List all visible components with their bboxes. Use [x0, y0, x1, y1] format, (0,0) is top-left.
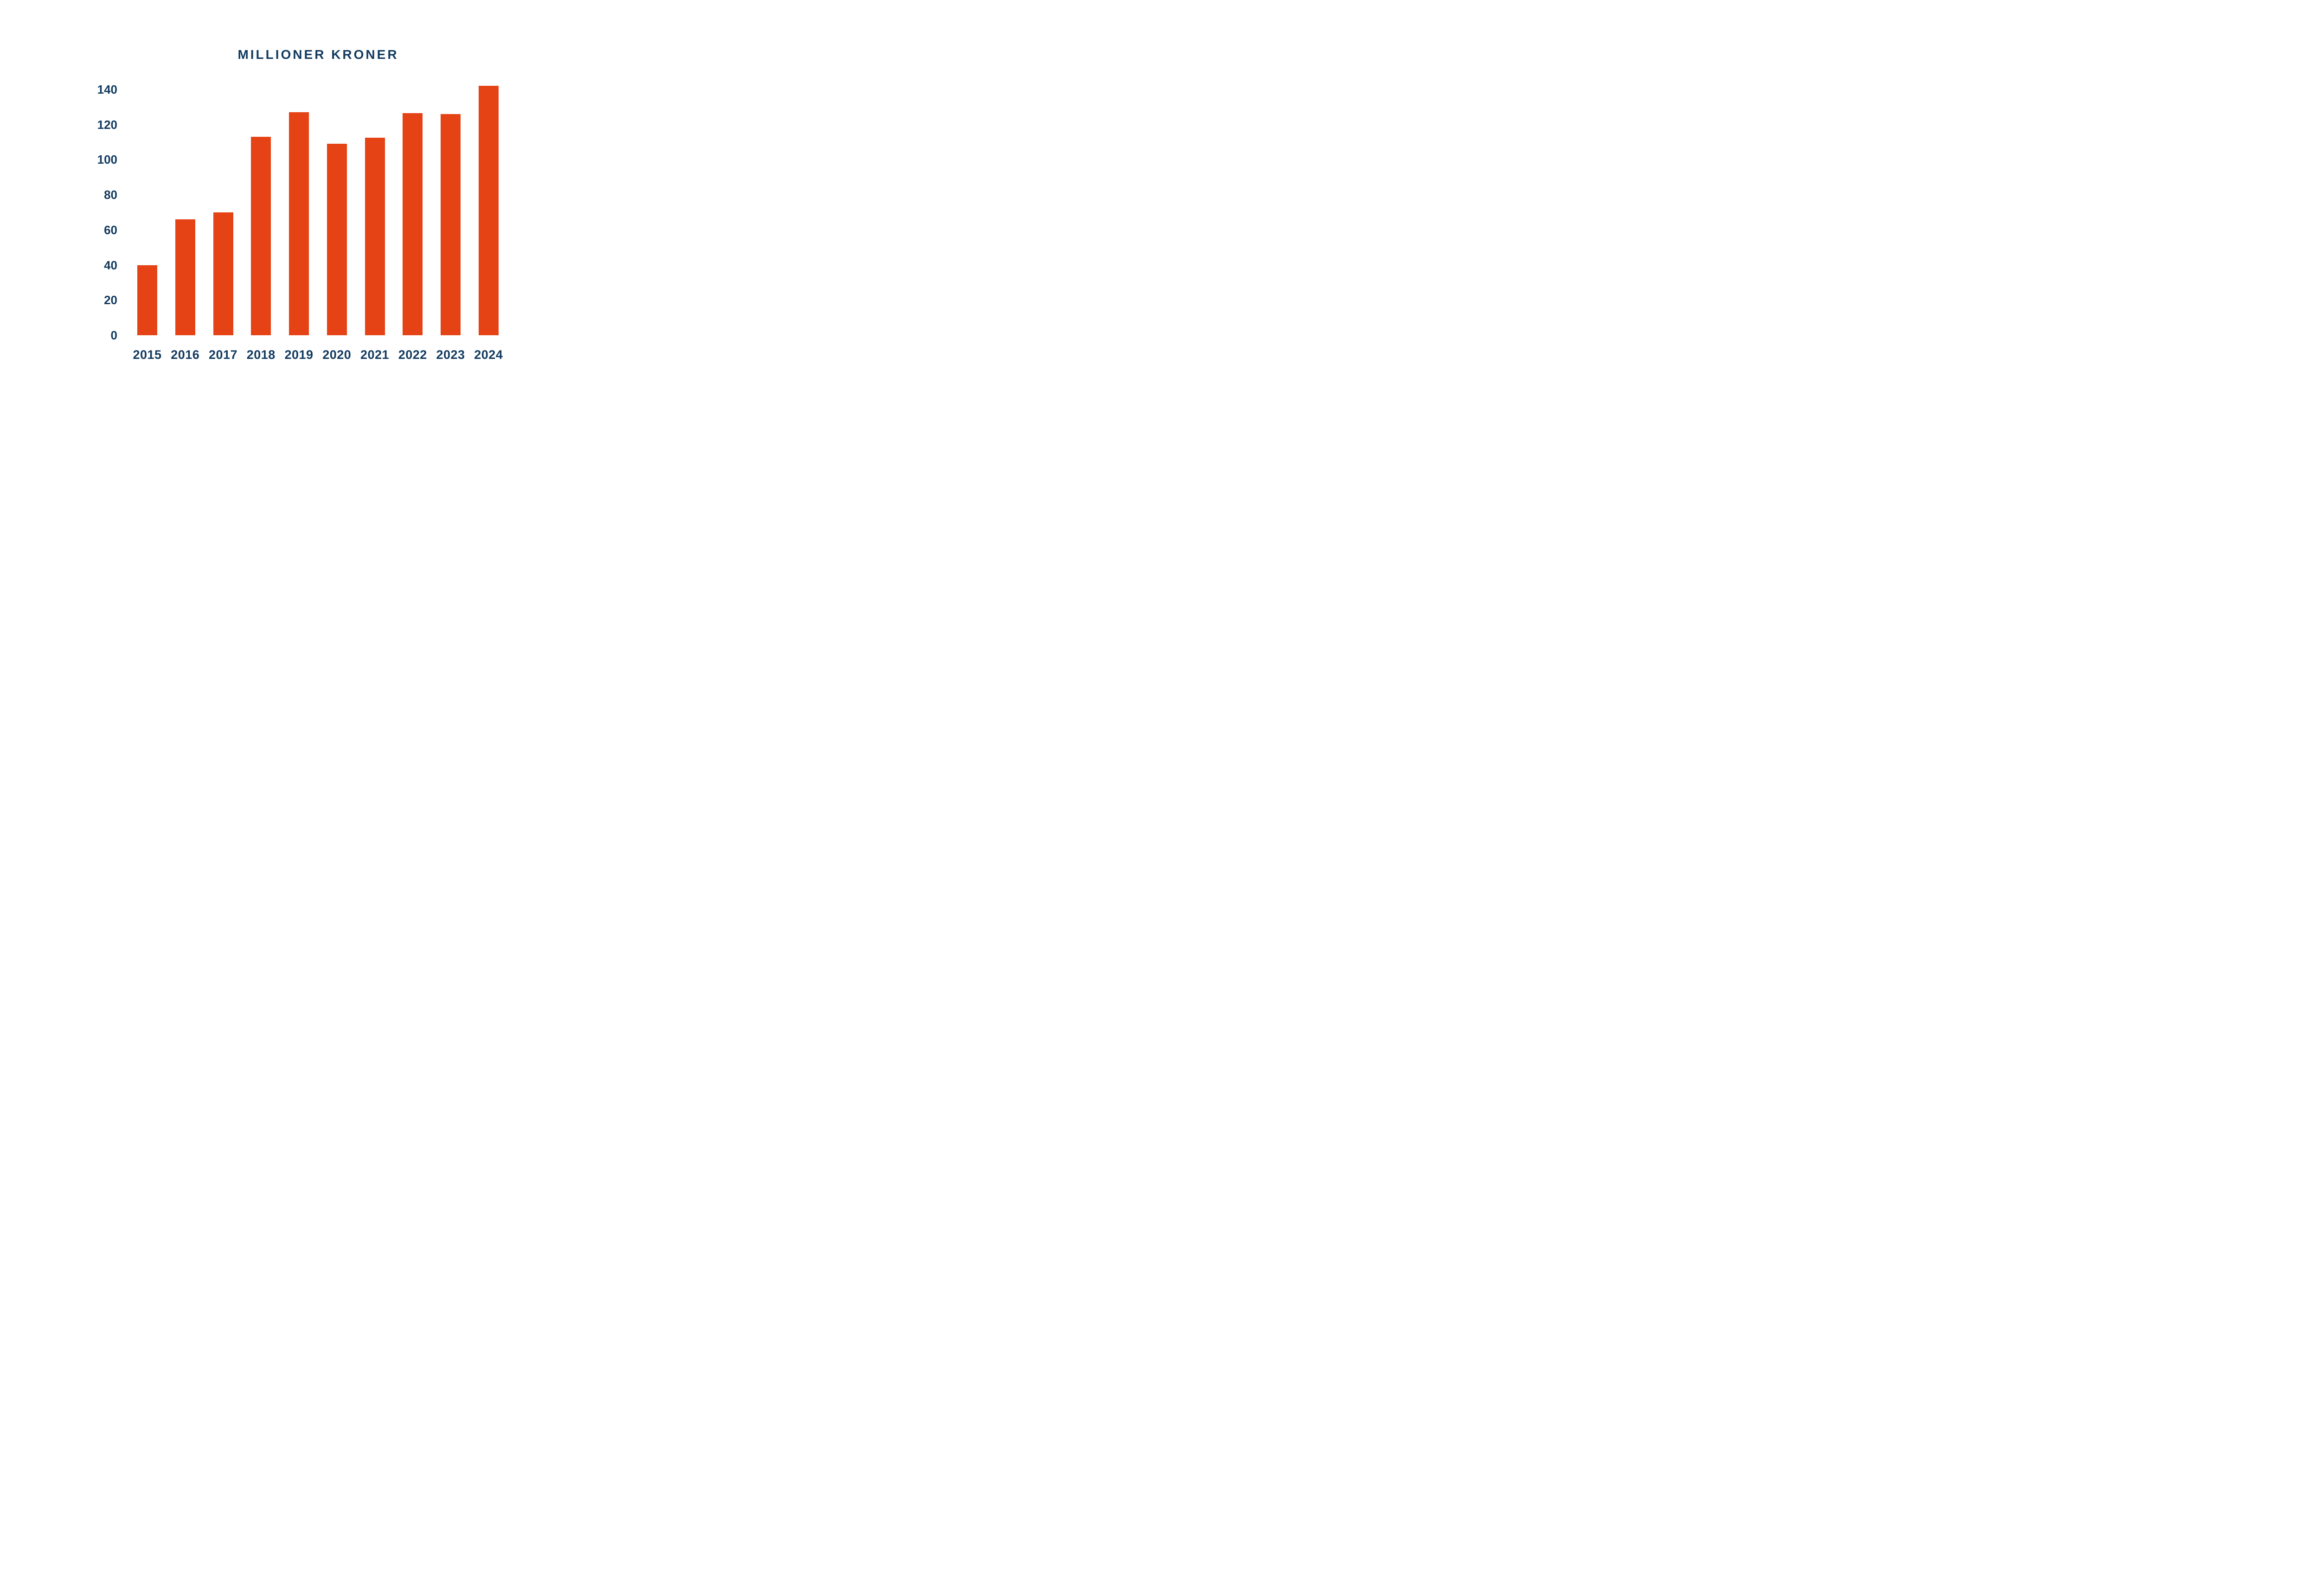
y-tick-label-40: 40	[104, 258, 117, 272]
plot-area	[137, 86, 499, 335]
bar-2020	[327, 144, 347, 335]
y-tick-label-80: 80	[104, 188, 117, 202]
bar-2016	[175, 219, 195, 335]
bar-2022	[403, 113, 423, 335]
bar-2018	[251, 137, 271, 335]
bar-2021	[365, 138, 385, 335]
bar-2017	[213, 212, 233, 335]
x-axis-label-2017: 2017	[208, 348, 238, 362]
y-tick-label-140: 140	[97, 83, 117, 96]
x-axis-label-2021: 2021	[360, 348, 390, 362]
y-tick-label-0: 0	[110, 328, 117, 342]
bar-2023	[441, 114, 461, 335]
y-tick-label-120: 120	[97, 117, 117, 132]
x-axis-label-2024: 2024	[474, 348, 503, 362]
x-axis-label-2019: 2019	[284, 348, 314, 362]
y-tick-label-100: 100	[97, 153, 117, 167]
chart-title: MILLIONER KRONER	[237, 47, 399, 62]
x-axis-label-2023: 2023	[436, 348, 465, 362]
bar-chart: MILLIONER KRONER 0 20 40 60 80 100 120 140 2015 2…	[0, 0, 575, 399]
bar-2024	[478, 86, 499, 335]
bar-2019	[289, 112, 309, 335]
x-axis-label-2015: 2015	[133, 348, 162, 362]
bar-2015	[137, 265, 157, 335]
y-tick-label-20: 20	[104, 293, 117, 307]
x-axis-label-2018: 2018	[246, 348, 276, 362]
x-axis-label-2016: 2016	[171, 348, 200, 362]
x-axis-label-2020: 2020	[322, 348, 352, 362]
x-axis-label-2022: 2022	[398, 348, 427, 362]
y-tick-label-60: 60	[104, 223, 117, 237]
